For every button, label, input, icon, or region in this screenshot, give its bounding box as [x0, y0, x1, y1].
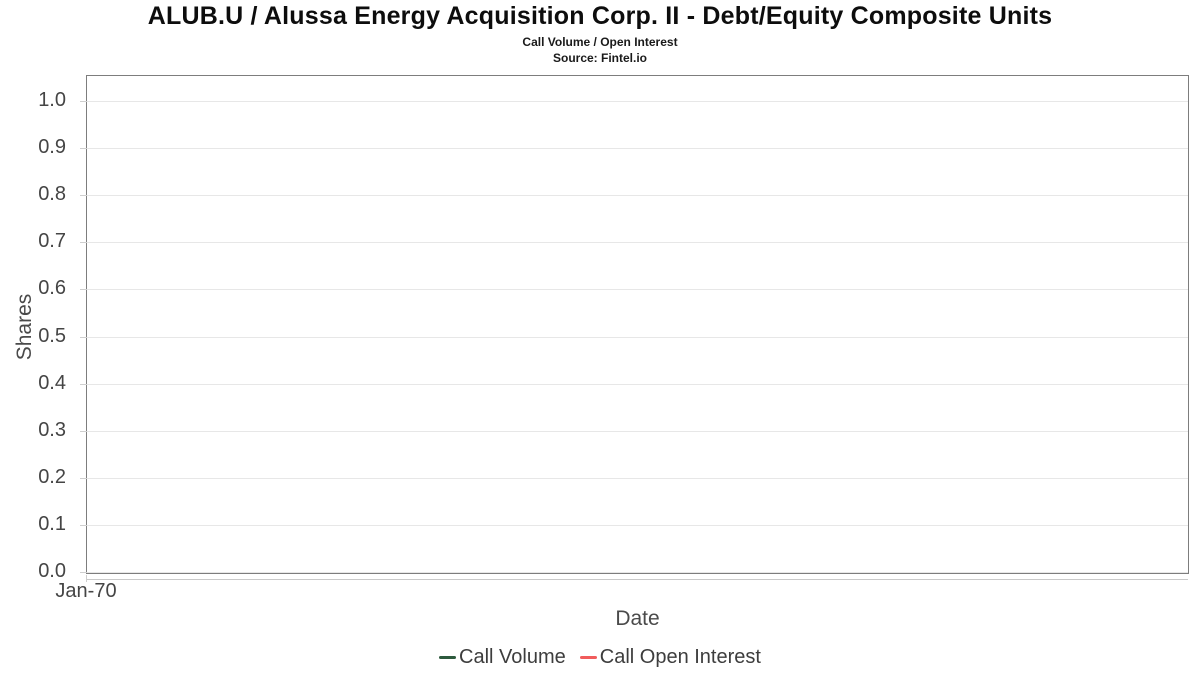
plot-area: [80, 75, 1189, 582]
y-tick-label: 0.7: [38, 230, 66, 253]
y-tick-mark: [80, 383, 87, 385]
y-tick-mark: [80, 195, 87, 197]
y-tick-mark: [80, 524, 87, 526]
gridline: [87, 242, 1188, 244]
y-tick-label: 1.0: [38, 89, 66, 111]
y-tick-mark: [80, 572, 87, 573]
gridline: [87, 195, 1188, 197]
gridline: [87, 336, 1188, 338]
y-tick-mark: [80, 477, 87, 479]
y-tick-label: 0.2: [38, 465, 66, 488]
y-tick-label: 0.8: [38, 183, 66, 206]
y-tick-label: 0.9: [38, 136, 66, 159]
y-tick-mark: [80, 430, 87, 432]
x-tick-label: Jan-70: [55, 580, 117, 602]
gridline: [87, 477, 1188, 479]
chart-legend: Call Volume Call Open Interest: [0, 646, 1200, 669]
y-tick-mark: [80, 336, 87, 338]
y-tick-label: 0.3: [38, 418, 66, 441]
y-tick-label: 0.1: [38, 512, 66, 535]
y-tick-label: 0.5: [38, 324, 66, 347]
y-tick-label: 0.6: [38, 277, 66, 300]
call-volume-line-marker-icon: [439, 656, 457, 659]
gridline: [87, 289, 1188, 291]
y-axis-labels: 0.0 0.1 0.2 0.3 0.4 0.5 0.6 0.7 0.8 0.9 1.0: [0, 75, 76, 582]
legend-item-call-open-interest[interactable]: Call Open Interest: [579, 646, 761, 669]
legend-label: Call Volume: [459, 646, 566, 668]
gridline: [87, 524, 1188, 526]
x-axis-line: [87, 579, 1188, 580]
y-tick-mark: [80, 289, 87, 291]
legend-item-call-volume[interactable]: Call Volume: [439, 646, 566, 669]
chart-source-credit: Source: Fintel.io: [552, 51, 647, 65]
chart-title: ALUB.U / Alussa Energy Acquisition Corp.…: [147, 2, 1053, 30]
x-axis-title: Date: [615, 607, 660, 630]
y-tick-mark: [80, 242, 87, 244]
x-tick-mark: [86, 575, 87, 582]
legend-label: Call Open Interest: [599, 646, 761, 668]
call-open-interest-line-marker-icon: [579, 656, 597, 659]
gridline: [87, 101, 1188, 102]
gridline: [87, 572, 1188, 573]
chart-subtitle: Call Volume / Open Interest: [522, 35, 678, 49]
y-axis-title: Shares: [13, 293, 36, 361]
y-tick-label: 0.4: [38, 371, 66, 394]
y-tick-mark: [80, 148, 87, 150]
gridline: [87, 148, 1188, 150]
gridline: [87, 430, 1188, 432]
y-tick-label: 0.0: [38, 560, 66, 582]
gridline: [87, 383, 1188, 385]
y-tick-mark: [80, 101, 87, 102]
